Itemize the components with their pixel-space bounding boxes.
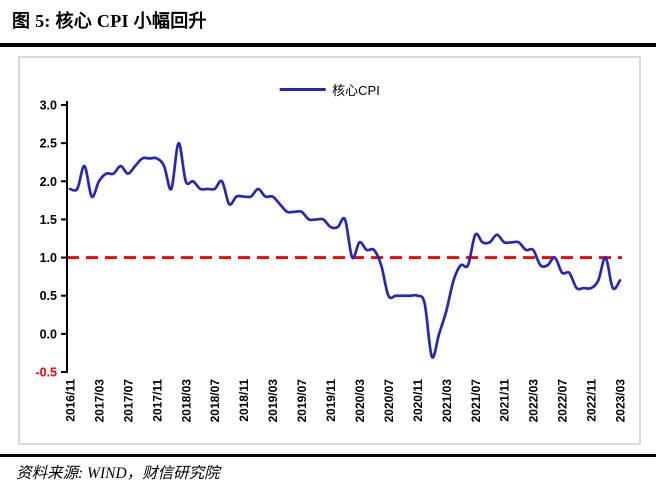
y-tick-label: 1.5 (40, 213, 57, 227)
x-tick-label: 2022/03 (527, 379, 541, 423)
x-tick-label: 2020/03 (353, 379, 367, 423)
y-tick-label: -0.5 (35, 366, 57, 380)
x-tick-label: 2020/07 (382, 379, 396, 423)
legend: 核心CPI (279, 80, 380, 99)
x-tick-label: 2018/11 (237, 379, 251, 422)
x-tick-label: 2019/03 (266, 379, 280, 423)
x-tick-label: 2021/07 (469, 379, 483, 423)
y-tick-label: 2.5 (40, 137, 57, 151)
y-tick-label: 2.0 (40, 175, 57, 189)
x-tick-label: 2017/11 (150, 379, 164, 422)
x-tick-label: 2019/11 (324, 379, 338, 422)
x-tick-label: 2017/07 (121, 379, 135, 423)
chart-panel: 核心CPI 3.0 2.5 2.0 1.5 1.0 0.5 0.0 -0.5 2016/11 20… (18, 56, 641, 445)
bottom-divider (0, 454, 656, 457)
x-tick-label: 2017/03 (92, 379, 106, 423)
y-tick-label: 0.0 (40, 327, 57, 341)
x-tick-label: 2021/03 (440, 379, 454, 423)
figure-title: 图 5: 核心 CPI 小幅回升 (12, 11, 207, 31)
x-tick-label: 2021/11 (498, 379, 512, 422)
x-tick-label: 2022/07 (556, 379, 570, 423)
title-divider (0, 43, 656, 47)
x-tick-label: 2019/07 (295, 379, 309, 423)
x-tick-label: 2023/03 (614, 379, 628, 423)
x-tick-label: 2018/07 (208, 379, 222, 423)
x-tick-label: 2016/11 (64, 379, 78, 422)
cpi-line-chart: 3.0 2.5 2.0 1.5 1.0 0.5 0.0 -0.5 2016/11 2017/03 2… (35, 99, 628, 423)
legend-line-swatch (279, 88, 326, 91)
legend-label: 核心CPI (332, 83, 380, 98)
core-cpi-line (68, 141, 622, 359)
x-tick-label: 2022/11 (585, 379, 599, 422)
y-tick-label: 3.0 (40, 99, 57, 113)
source-note: 资料来源: WIND，财信研究院 (16, 465, 220, 482)
y-tick-label: 0.5 (40, 289, 57, 303)
x-tick-label: 2018/03 (179, 379, 193, 423)
y-tick-label: 1.0 (40, 251, 57, 265)
x-tick-label: 2020/11 (411, 379, 425, 422)
